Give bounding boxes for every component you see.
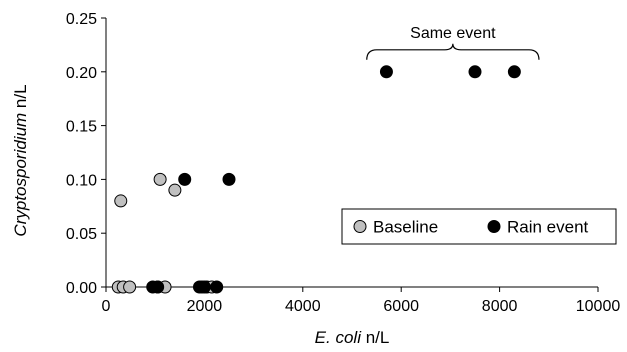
y-axis: 0.00 0.05 0.10 0.15 0.20 0.25 xyxy=(66,11,107,297)
x-axis-label-unit: n/L xyxy=(361,328,389,347)
legend-label-rain-event: Rain event xyxy=(507,218,589,237)
legend-marker-baseline xyxy=(353,220,367,233)
legend-label-baseline: Baseline xyxy=(373,218,438,237)
data-points xyxy=(111,65,521,294)
rain-event-point xyxy=(468,65,482,79)
rain-event-point xyxy=(151,280,165,294)
x-axis-label-italic: E. coli xyxy=(315,328,363,347)
y-axis-label-italic: Cryptosporidium xyxy=(11,113,30,237)
baseline-point xyxy=(168,183,182,197)
y-tick-label: 0.20 xyxy=(66,65,97,82)
x-tick-label: 6000 xyxy=(383,298,419,315)
x-tick-label: 8000 xyxy=(482,298,518,315)
x-axis: 0 2000 4000 6000 8000 10000 xyxy=(102,286,621,315)
rain-event-point xyxy=(178,172,192,186)
annotation-brace xyxy=(366,43,540,60)
x-tick-label: 4000 xyxy=(285,298,321,315)
annotation-label: Same event xyxy=(410,25,496,42)
y-tick-label: 0.25 xyxy=(66,11,97,28)
rain-event-point xyxy=(507,65,521,79)
legend-box xyxy=(341,208,617,245)
rain-event-point xyxy=(379,65,393,79)
y-tick-label: 0.10 xyxy=(66,172,97,189)
legend-marker-rain-event xyxy=(487,220,501,233)
baseline-point xyxy=(123,280,137,294)
rain-event-point xyxy=(222,172,236,186)
legend: Baseline Rain event xyxy=(341,208,617,245)
x-tick-label: 10000 xyxy=(576,298,621,315)
y-tick-label: 0.05 xyxy=(66,226,97,243)
x-tick-label: 0 xyxy=(102,298,111,315)
rain-event-point xyxy=(197,280,211,294)
baseline-point xyxy=(153,172,167,186)
y-tick-label: 0.00 xyxy=(66,280,97,297)
baseline-point xyxy=(114,194,128,208)
annotations: Same event xyxy=(366,25,540,60)
y-tick-label: 0.15 xyxy=(66,119,97,136)
rain-event-point xyxy=(210,280,224,294)
y-axis-label: Cryptosporidium n/L xyxy=(11,84,30,236)
y-axis-label-unit: n/L xyxy=(11,84,30,112)
x-axis-label: E. coli n/L xyxy=(315,328,390,347)
x-tick-label: 2000 xyxy=(187,298,223,315)
